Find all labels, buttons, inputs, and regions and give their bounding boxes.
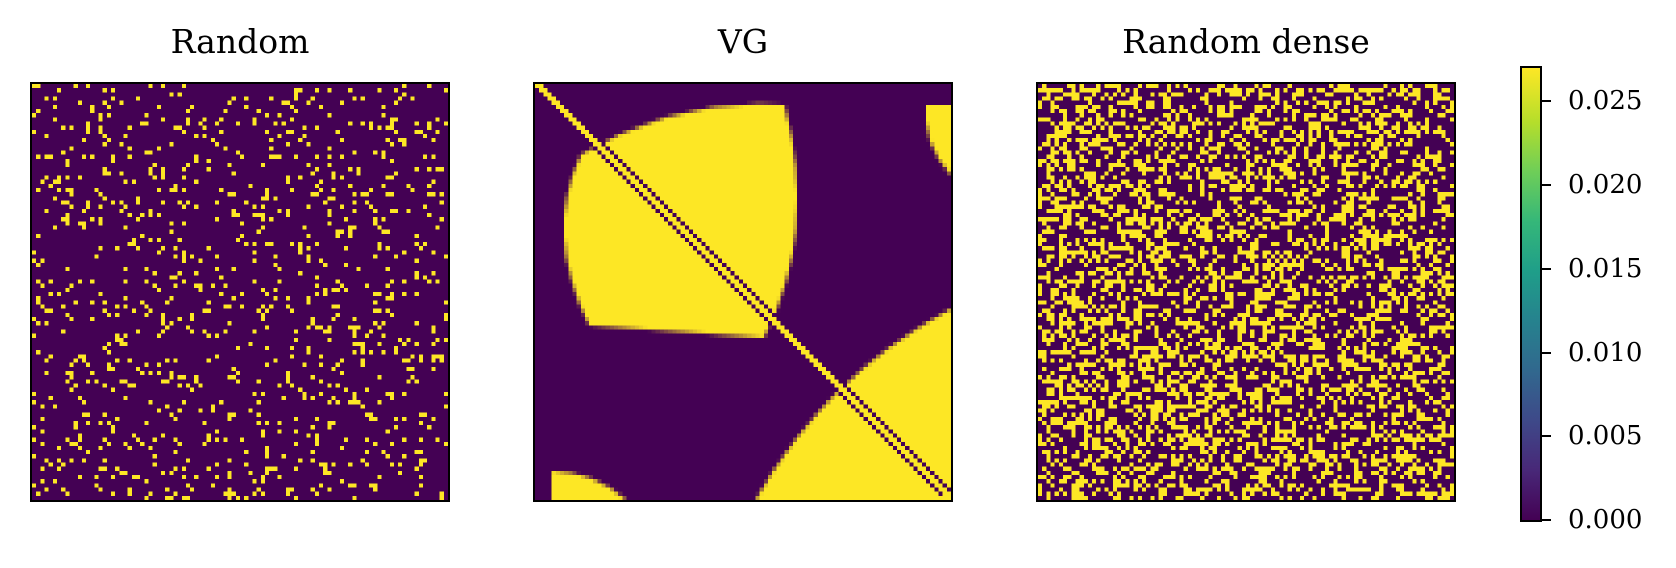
heatmap-vg: [533, 82, 953, 502]
colorbar-tick-label: 0.005: [1568, 421, 1643, 452]
colorbar-tick: [1542, 519, 1551, 521]
colorbar-tick: [1542, 100, 1551, 103]
colorbar-tick: [1542, 351, 1551, 354]
colorbar: [1520, 66, 1542, 522]
colorbar-tick-label: 0.010: [1568, 337, 1643, 368]
heatmap-random-dense-cells: [1038, 84, 1454, 500]
heatmap-random: [30, 82, 450, 502]
panel-title-vg: VG: [717, 22, 769, 61]
colorbar-tick-label: 0.000: [1568, 505, 1643, 535]
colorbar-tick: [1542, 267, 1551, 270]
colorbar-tick: [1542, 184, 1551, 187]
heatmap-random-cells: [32, 84, 448, 500]
colorbar-tick-label: 0.020: [1568, 170, 1643, 201]
panel-title-random: Random: [170, 22, 310, 61]
panel-title-random-dense: Random dense: [1122, 22, 1370, 61]
heatmap-random-dense: [1036, 82, 1456, 502]
heatmap-vg-cells: [535, 84, 951, 500]
colorbar-tick-label: 0.015: [1568, 253, 1643, 284]
colorbar-tick: [1542, 435, 1551, 438]
colorbar-tick-label: 0.025: [1568, 86, 1643, 117]
